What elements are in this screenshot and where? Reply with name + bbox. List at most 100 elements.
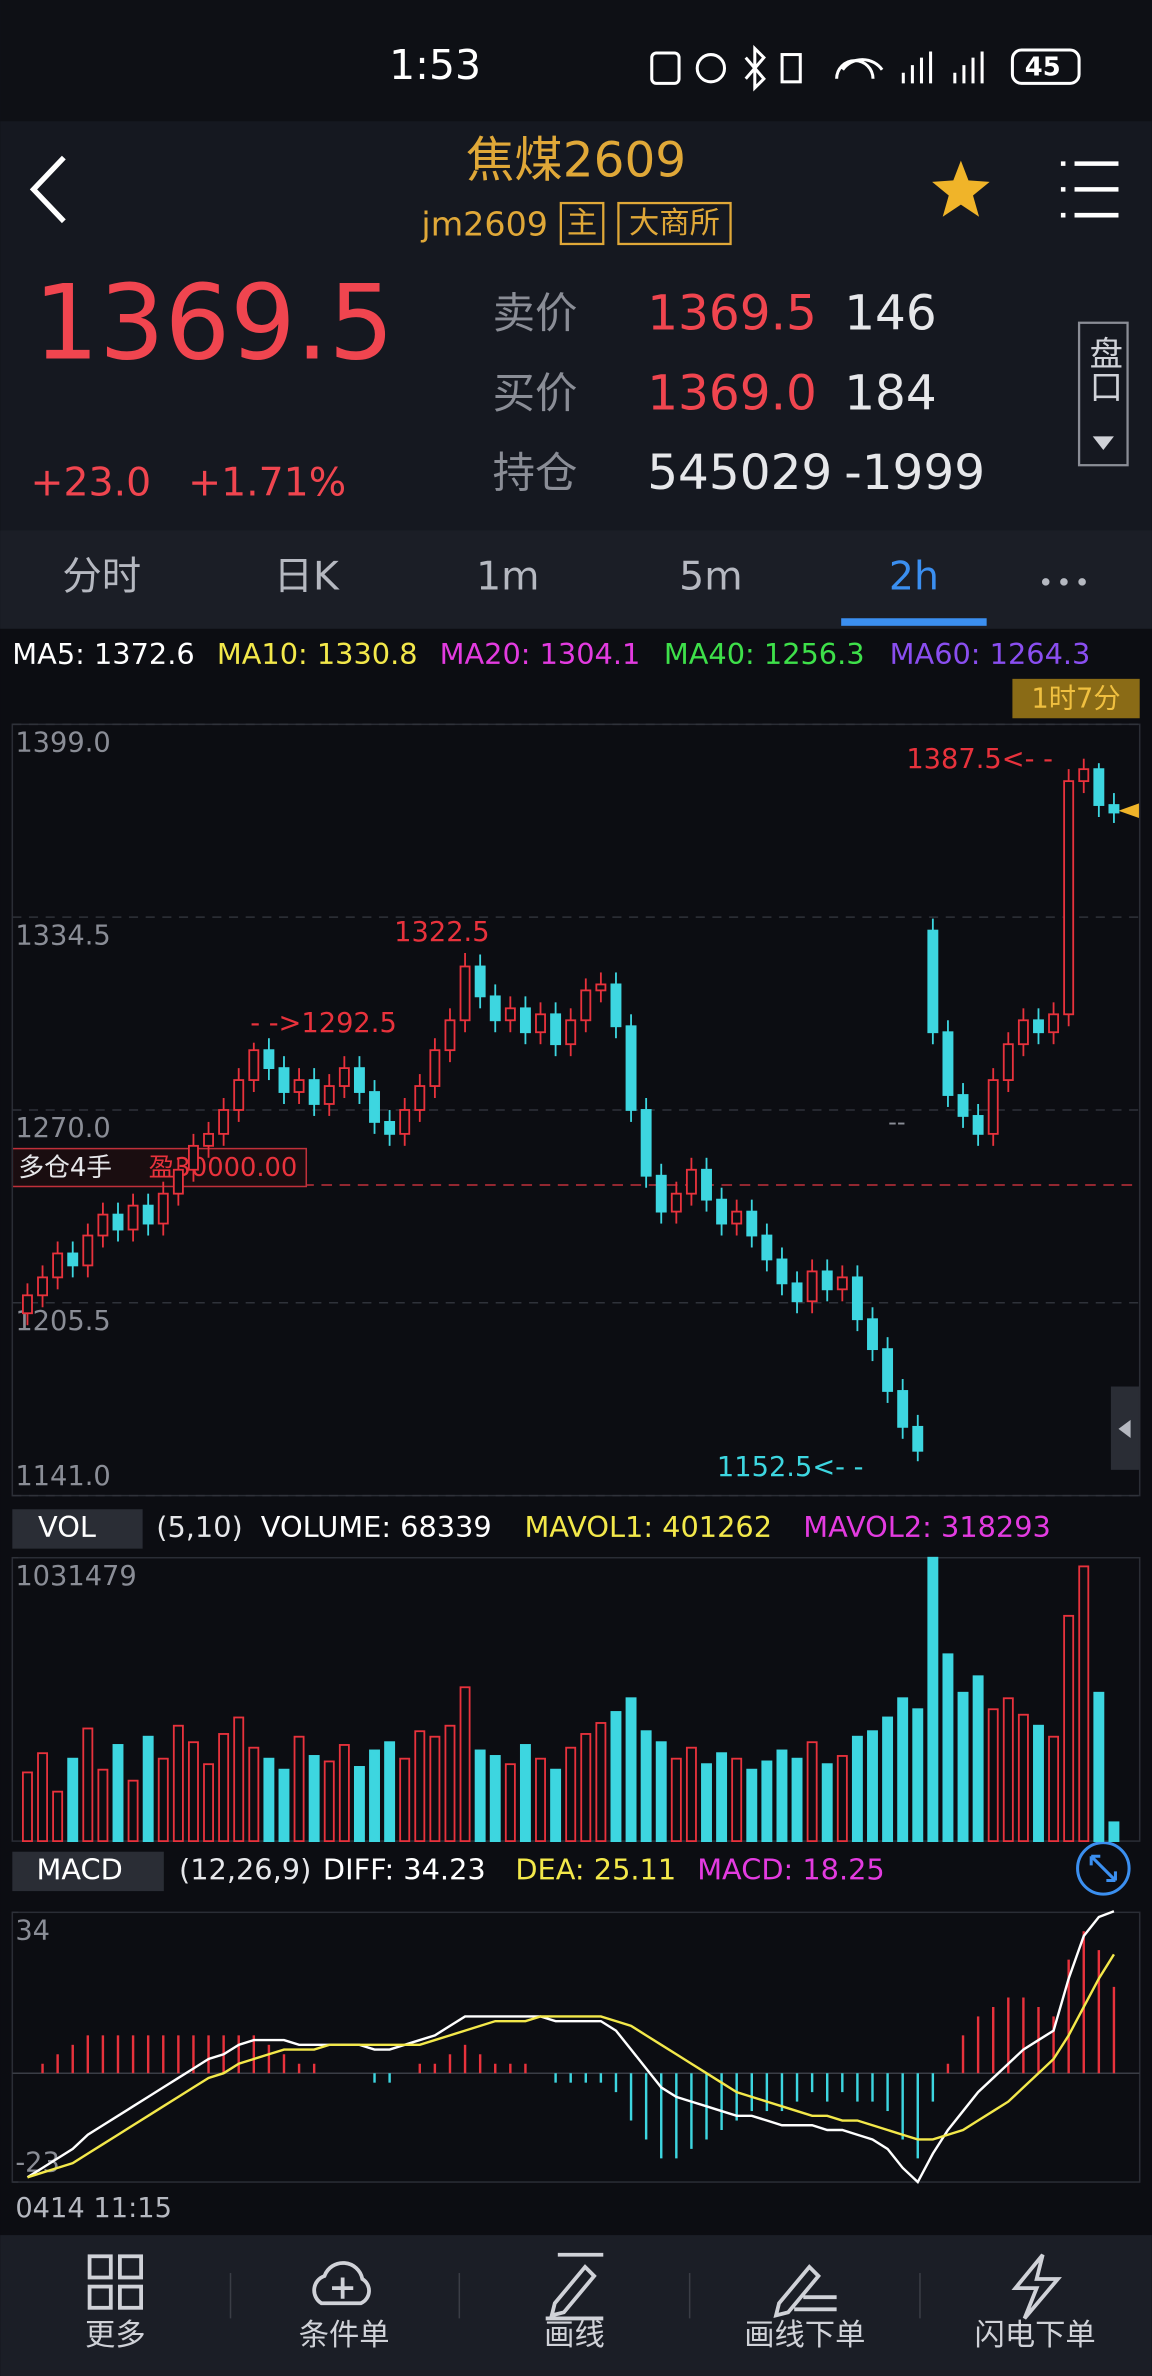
volume-bar: [1108, 1821, 1120, 1843]
candle-body: [293, 1079, 305, 1093]
nav-label[interactable]: 更多: [85, 2318, 146, 2353]
y-tick-label: 34: [15, 1916, 50, 1947]
volume-bar: [987, 1708, 999, 1843]
favorite-star[interactable]: [932, 160, 990, 217]
tab-bar: [0, 530, 1152, 629]
volume-bar: [670, 1757, 682, 1843]
position-box[interactable]: [11, 1147, 308, 1188]
volume-bar: [263, 1757, 275, 1843]
annotation: - ->1292.5: [250, 1008, 397, 1039]
vol-tag[interactable]: [12, 1509, 143, 1549]
nav-label[interactable]: 画线下单: [744, 2318, 865, 2353]
volume-bar: [37, 1752, 49, 1843]
candle-body: [369, 1091, 380, 1123]
legend-item: VOLUME: 68339: [261, 1510, 492, 1544]
tab[interactable]: 5m: [679, 553, 742, 599]
candle-body: [263, 1049, 275, 1070]
time-label: 0414 11:15: [15, 2193, 172, 2224]
candle-body: [22, 1294, 33, 1315]
panel-frame: [11, 1911, 1141, 2183]
candle-body: [565, 1019, 577, 1046]
volume-bar: [595, 1722, 607, 1843]
candle-body: [867, 1318, 878, 1351]
candle-body: [580, 989, 592, 1022]
y-tick-label: 1141.0: [15, 1461, 110, 1492]
candle-body: [97, 1213, 109, 1237]
tab[interactable]: 1m: [476, 553, 539, 599]
candle-body: [897, 1390, 909, 1428]
depth-arrow: [1092, 436, 1114, 451]
nav-label[interactable]: 画线: [544, 2318, 605, 2353]
menu-button[interactable]: [1060, 161, 1119, 218]
volume-bar: [927, 1556, 939, 1843]
volume-bar: [323, 1760, 335, 1843]
side-tab-arrow: [1118, 1419, 1131, 1439]
candle-body: [685, 1168, 697, 1195]
chart-bg: [0, 628, 1152, 2236]
candle-body: [731, 1210, 743, 1225]
volume-bar: [550, 1768, 562, 1843]
candle-body: [776, 1258, 788, 1285]
tab[interactable]: 分时: [62, 553, 141, 599]
volume-bar: [912, 1708, 924, 1843]
volume-bar: [1078, 1565, 1090, 1843]
macd-tag[interactable]: [12, 1851, 164, 1892]
candle-body: [248, 1049, 260, 1081]
legend-item: DEA: 25.11: [515, 1852, 676, 1886]
candle-body: [791, 1282, 803, 1303]
annotation: --: [888, 1107, 906, 1136]
back-button[interactable]: [29, 155, 66, 224]
candle-body: [1078, 768, 1090, 783]
legend-item: MA60: 1264.3: [890, 637, 1091, 671]
more-tabs[interactable]: [1041, 578, 1086, 586]
tag: 大商所: [629, 206, 720, 241]
volume-bar: [897, 1697, 909, 1843]
nav-label[interactable]: 条件单: [299, 2318, 390, 2353]
tab[interactable]: 日K: [274, 553, 340, 599]
vol-name: VOL: [38, 1510, 96, 1544]
expand-button[interactable]: [1076, 1841, 1131, 1896]
candle-body: [203, 1132, 214, 1147]
y-tick-label: 1270.0: [15, 1113, 110, 1144]
candle-body: [746, 1210, 758, 1237]
candle-body: [1017, 1019, 1029, 1046]
volume-bar: [836, 1755, 848, 1843]
volume-bar: [459, 1686, 471, 1843]
depth-button[interactable]: [1077, 321, 1129, 467]
volume-bar: [1063, 1614, 1075, 1843]
volume-bar: [882, 1716, 894, 1843]
volume-bar: [369, 1749, 380, 1843]
legend-item: MA20: 1304.1: [440, 637, 641, 671]
last-price: 1369.5: [34, 264, 395, 384]
candle-body: [172, 1168, 184, 1195]
candle-body: [187, 1144, 199, 1171]
volume-bar: [1093, 1691, 1105, 1843]
candle-body: [414, 1085, 426, 1111]
volume-bar: [82, 1727, 94, 1843]
candle-body: [670, 1192, 682, 1213]
candle-body: [37, 1276, 49, 1297]
volume-bar: [293, 1735, 305, 1843]
status-icons: [650, 44, 1081, 92]
candle-body: [972, 1115, 984, 1135]
candle-body: [474, 965, 486, 998]
volume-bar: [112, 1744, 124, 1843]
candle-body: [52, 1252, 64, 1279]
nav-label[interactable]: 闪电下单: [975, 2318, 1096, 2353]
volume-bar: [353, 1766, 365, 1843]
volume-bar: [519, 1744, 531, 1843]
candle-body: [157, 1192, 169, 1225]
tab[interactable]: 2h: [889, 553, 939, 599]
candle-body: [142, 1204, 154, 1225]
volume-bar: [429, 1735, 441, 1843]
legend-item: MACD: 18.25: [697, 1852, 885, 1886]
volume-bar: [504, 1763, 516, 1843]
annotation: 1152.5<- -: [717, 1452, 864, 1483]
volume-bar: [233, 1716, 245, 1843]
volume-bar: [655, 1741, 667, 1843]
volume-bar: [776, 1749, 788, 1843]
volume-bar: [761, 1760, 773, 1843]
tag: 主: [567, 206, 597, 241]
nav-separators: [229, 2272, 921, 2319]
